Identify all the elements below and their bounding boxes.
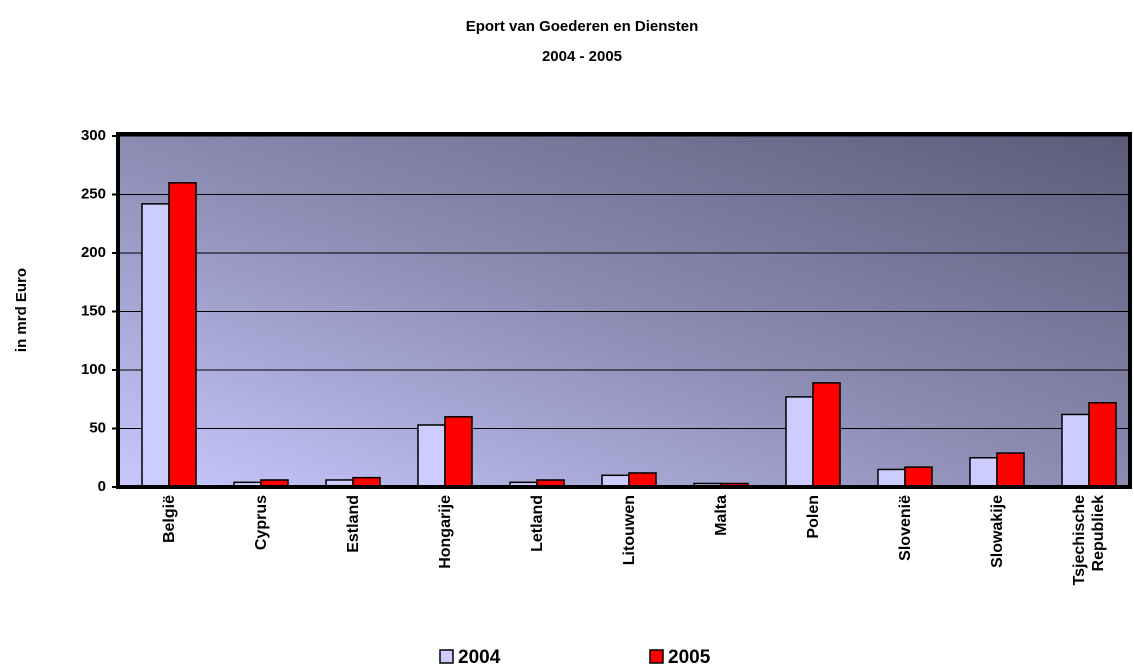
- bar: [444, 416, 473, 488]
- bar: [785, 396, 814, 488]
- y-tick-label: 250: [81, 185, 106, 202]
- y-tick-label: 150: [81, 302, 106, 319]
- bar: [904, 466, 933, 488]
- x-tick-label: Litouwen: [620, 495, 638, 566]
- bar: [877, 468, 906, 488]
- x-tick-label: Slovenië: [896, 495, 914, 561]
- bar: [996, 452, 1025, 488]
- chart-subtitle: 2004 - 2005: [542, 48, 622, 65]
- bar: [628, 472, 657, 488]
- legend-label: 2005: [668, 647, 711, 668]
- bar: [168, 182, 197, 488]
- legend-swatch: [439, 649, 454, 664]
- y-tick-label: 100: [81, 361, 106, 378]
- x-tick-label: Slowakije: [988, 495, 1006, 568]
- bar: [812, 382, 841, 488]
- x-tick-label: Letland: [528, 495, 546, 552]
- x-tick-label: België: [160, 495, 178, 544]
- x-tick-label: Malta: [712, 495, 730, 536]
- x-tick-label: Polen: [804, 495, 822, 539]
- y-tick-label: 0: [98, 478, 106, 495]
- legend-swatch: [649, 649, 664, 664]
- y-tick-label: 300: [81, 127, 106, 144]
- bar: [141, 203, 170, 488]
- bar: [1061, 413, 1090, 488]
- bar: [969, 457, 998, 488]
- chart-title: Eport van Goederen en Diensten: [466, 18, 699, 35]
- x-tick-label: Estland: [344, 495, 362, 553]
- y-tick-label: 200: [81, 244, 106, 261]
- x-tick-label: Tsjechische Republiek: [1071, 495, 1107, 586]
- x-tick-label: Cyprus: [252, 495, 270, 551]
- y-axis-label: in mrd Euro: [13, 268, 30, 352]
- plot-area: [118, 134, 1130, 487]
- y-tick-label: 50: [89, 419, 106, 436]
- bar: [1088, 402, 1117, 488]
- legend-label: 2004: [458, 647, 501, 668]
- x-tick-label: Hongarije: [436, 495, 454, 569]
- bar: [417, 424, 446, 488]
